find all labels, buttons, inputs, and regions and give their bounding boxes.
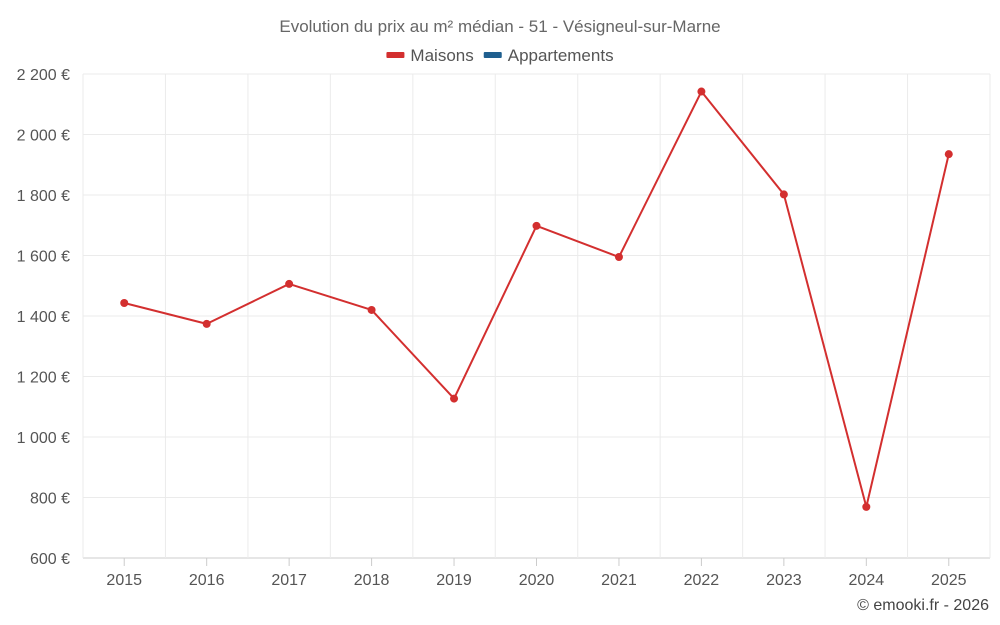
y-tick-label: 1 000 € — [17, 430, 70, 447]
credit-text: © emooki.fr - 2026 — [857, 597, 989, 614]
legend: Maisons Appartements — [386, 46, 614, 65]
legend-swatch — [386, 52, 405, 58]
data-point[interactable] — [944, 150, 953, 159]
data-point[interactable] — [120, 298, 129, 307]
x-tick-label: 2024 — [849, 572, 885, 589]
x-tick-label: 2015 — [106, 572, 142, 589]
data-point[interactable] — [450, 394, 459, 403]
data-point[interactable] — [779, 190, 788, 199]
legend-label: Maisons — [410, 46, 473, 65]
y-tick-label: 1 200 € — [17, 370, 70, 387]
y-tick-label: 2 200 € — [17, 67, 70, 84]
data-point[interactable] — [697, 87, 706, 96]
data-point[interactable] — [862, 502, 871, 511]
y-tick-label: 2 000 € — [17, 128, 70, 145]
x-tick-label: 2020 — [519, 572, 555, 589]
data-point[interactable] — [285, 279, 294, 288]
legend-swatch — [483, 52, 502, 58]
x-tick-label: 2025 — [931, 572, 967, 589]
x-tick-label: 2018 — [354, 572, 390, 589]
x-tick-label: 2019 — [436, 572, 472, 589]
x-axis-labels: 2015 2016 2017 2018 2019 2020 2021 2022 2023 2024… — [106, 558, 967, 589]
y-tick-label: 600 € — [30, 551, 70, 568]
legend-item-appartements[interactable]: Appartements — [483, 46, 614, 65]
legend-item-maisons[interactable]: Maisons — [386, 46, 474, 65]
y-tick-label: 1 600 € — [17, 249, 70, 266]
chart-title: Evolution du prix au m² médian - 51 - Vé… — [279, 17, 720, 36]
series-layer — [120, 87, 953, 511]
y-tick-label: 1 800 € — [17, 188, 70, 205]
data-point[interactable] — [202, 319, 211, 328]
x-tick-label: 2017 — [271, 572, 307, 589]
x-tick-label: 2023 — [766, 572, 802, 589]
data-point[interactable] — [367, 305, 376, 314]
x-tick-label: 2021 — [601, 572, 637, 589]
legend-label: Appartements — [508, 46, 614, 65]
y-tick-label: 800 € — [30, 491, 70, 508]
x-tick-label: 2022 — [684, 572, 720, 589]
grid — [82, 73, 991, 559]
y-axis-labels: 600 € 800 € 1 000 € 1 200 € 1 400 € 1 600 € 1 … — [17, 67, 70, 568]
y-tick-label: 1 400 € — [17, 309, 70, 326]
data-point[interactable] — [614, 253, 623, 262]
x-tick-label: 2016 — [189, 572, 225, 589]
data-point[interactable] — [532, 221, 541, 230]
